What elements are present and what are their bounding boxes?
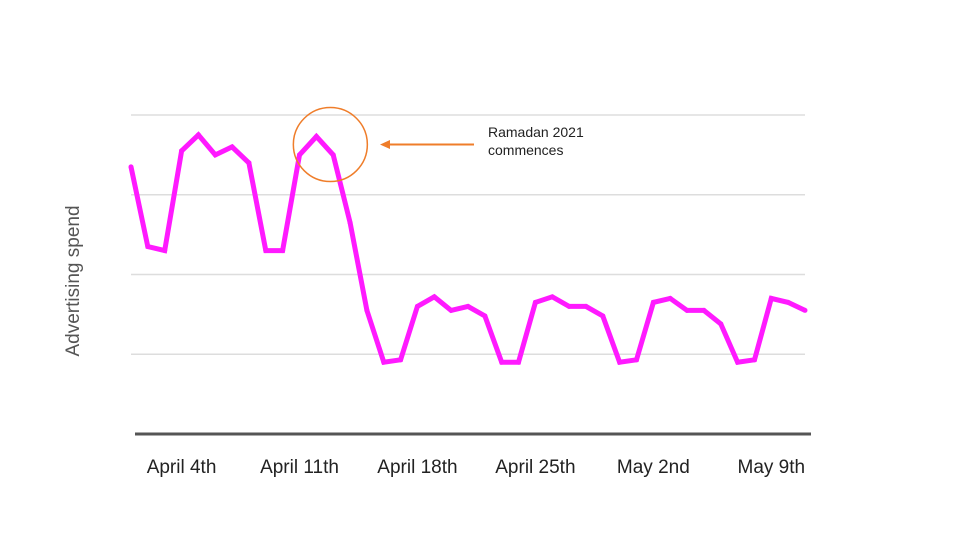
data-point <box>650 299 656 305</box>
data-point <box>667 295 673 301</box>
data-point <box>499 359 505 365</box>
x-tick-label: April 11th <box>260 457 339 478</box>
data-point <box>751 357 757 363</box>
data-point <box>364 307 370 313</box>
series-line-advertising-spend <box>128 131 807 365</box>
data-point <box>785 299 791 305</box>
annotation-text-line: commences <box>488 142 563 158</box>
x-tick-label: April 25th <box>495 457 575 478</box>
data-point <box>448 307 454 313</box>
data-point <box>179 148 185 154</box>
data-point <box>600 313 606 319</box>
data-point <box>330 152 336 158</box>
annotation-text-line: Ramadan 2021 <box>488 124 584 140</box>
annotation-circle <box>292 106 369 183</box>
data-point <box>532 299 538 305</box>
x-tick-label: April 18th <box>377 457 457 478</box>
data-point <box>516 359 522 365</box>
data-point <box>431 294 437 300</box>
x-tick-label: April 4th <box>147 457 217 478</box>
data-point <box>313 134 319 140</box>
data-point <box>145 244 151 250</box>
data-point <box>701 307 707 313</box>
data-point <box>684 307 690 313</box>
x-tick-label: May 2nd <box>617 457 690 478</box>
data-point <box>735 359 741 365</box>
data-point <box>128 164 134 170</box>
data-point <box>566 303 572 309</box>
data-point <box>718 321 724 327</box>
annotation: Ramadan 2021 commences <box>292 106 584 183</box>
data-point <box>381 359 387 365</box>
x-tick-label: May 9th <box>738 457 806 478</box>
data-point <box>347 220 353 226</box>
data-point <box>297 152 302 158</box>
y-axis-label: Advertising spend <box>63 205 84 356</box>
data-point <box>229 144 235 150</box>
data-point <box>246 160 252 166</box>
data-point <box>162 248 168 254</box>
data-point <box>768 295 774 301</box>
data-point <box>617 359 623 365</box>
data-point <box>465 303 471 309</box>
gridlines <box>131 114 805 355</box>
data-point <box>280 248 286 254</box>
data-points <box>128 132 808 365</box>
data-point <box>414 303 420 309</box>
x-tick-labels: April 4th April 11th April 18th April 25th M… <box>147 457 805 478</box>
annotation-arrowhead <box>380 140 390 150</box>
data-point <box>634 357 639 363</box>
data-point <box>583 303 589 309</box>
data-point <box>482 313 488 319</box>
data-point <box>398 357 404 363</box>
data-point <box>212 152 218 158</box>
data-point <box>549 294 555 300</box>
data-point <box>263 248 269 254</box>
data-point <box>195 132 201 138</box>
data-point <box>802 307 808 313</box>
